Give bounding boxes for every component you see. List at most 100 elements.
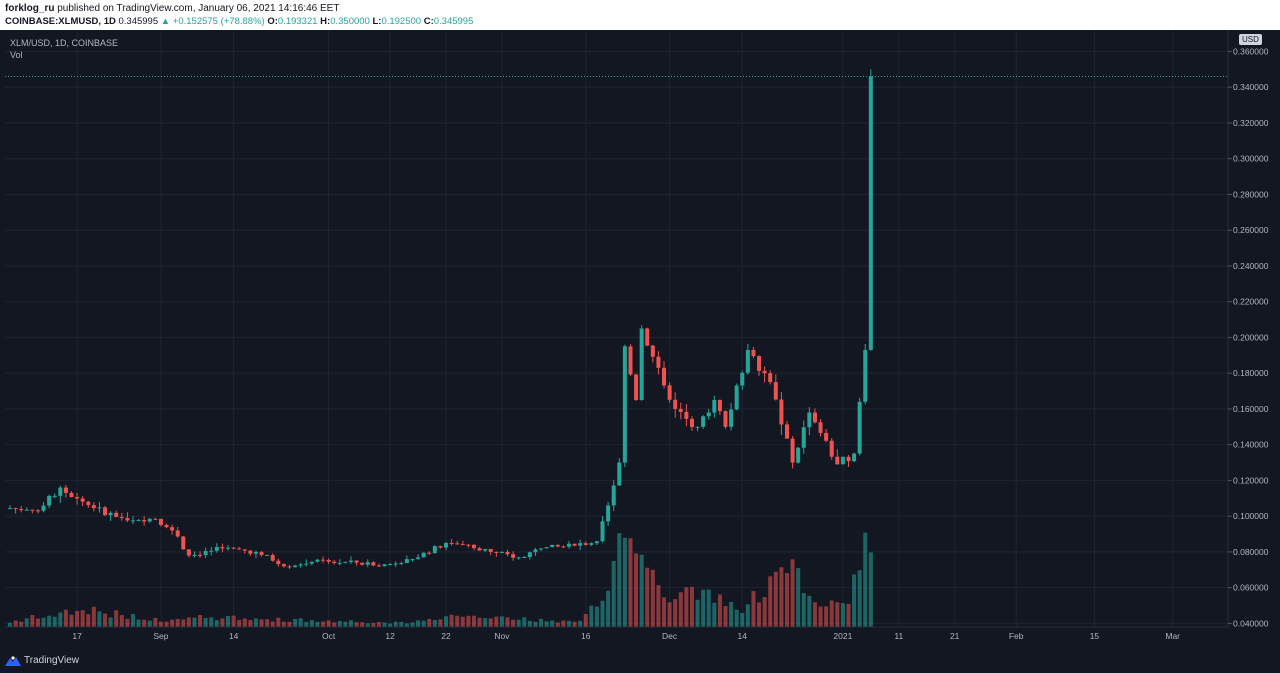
candle-body [181,536,186,550]
volume-bar [645,567,650,627]
candle-body [198,554,203,556]
candle-body [684,411,689,419]
volume-bar [483,618,488,627]
candle-body [600,521,605,542]
candle-body [281,564,286,567]
candle-body [399,563,404,565]
volume-bar [326,620,331,627]
candle-body [852,453,857,462]
volume-bar [382,622,387,627]
price-tick-label: 0.160000 [1233,404,1269,414]
tradingview-logo-icon[interactable] [5,655,21,667]
volume-bar [494,616,499,627]
candle-body [701,416,706,427]
candle-body [483,549,488,551]
volume-bar [868,552,873,627]
tradingview-brand[interactable]: TradingView [24,655,80,666]
volume-bar [505,617,510,627]
volume-bar [75,610,80,627]
candle-body [365,562,370,565]
volume-bar [343,621,348,627]
volume-bar [86,614,91,627]
candle-body [382,564,387,567]
time-tick-label: 21 [950,631,960,641]
volume-bar [287,621,292,627]
time-tick-label: 17 [72,631,82,641]
volume-bar [399,621,404,627]
candle-body [416,557,421,560]
candle-body [164,524,169,528]
volume-bar [471,615,476,627]
volume-bar [539,618,544,627]
volume-bar [371,622,376,627]
candle-body [639,328,644,400]
volume-bar [527,620,532,627]
time-tick-label: Feb [1009,631,1024,641]
candle-body [8,508,12,510]
volume-bar [209,617,214,627]
candle-body [35,510,40,512]
candle-body [226,547,231,549]
volume-bar [488,618,493,627]
candle-body [253,551,258,554]
candlestick-chart[interactable]: 0.040000 0.060000 0.080000 0.100000 0.120000… [0,30,1280,647]
volume-bar [852,574,857,627]
volume-legend[interactable]: Vol [10,50,23,60]
volume-bar [684,587,689,627]
author-name[interactable]: forklog_ru [5,3,55,14]
volume-bar [404,623,409,627]
candle-body [550,544,555,548]
volume-bar [360,622,365,627]
volume-bar [63,609,68,627]
currency-badge[interactable]: USD [1239,34,1262,45]
volume-bar [337,621,342,627]
volume-bar [175,618,180,627]
volume-bar [265,619,270,627]
candle-body [75,496,80,499]
candle-body [209,550,214,552]
candle-body [237,548,242,550]
volume-bar [757,602,762,627]
candle-body [533,549,538,553]
volume-bar [432,619,437,627]
time-tick-label: 14 [229,631,239,641]
candle-body [130,520,135,522]
volume-bar [253,618,258,627]
candle-body [186,549,191,556]
candle-body [594,541,599,544]
candle-body [63,487,68,493]
volume-bar [790,559,795,627]
candle-body [192,554,197,556]
volume-bar [388,623,393,627]
candle-body [220,547,225,549]
volume-bar [220,618,225,627]
volume-bar [840,603,845,627]
candle-body [779,399,784,425]
candle-body [427,552,432,554]
candle-body [757,356,762,371]
volume-bar [192,617,197,627]
volume-bar [734,609,739,627]
volume-bar [768,576,773,627]
candle-body [52,495,57,497]
volume-bar [801,593,806,627]
candle-body [332,561,337,563]
volume-bar [170,619,175,627]
volume-bar [857,570,862,627]
price-tick-label: 0.280000 [1233,189,1269,199]
volume-bar [136,619,141,627]
price-tick-label: 0.360000 [1233,46,1269,56]
candle-body [617,462,622,486]
candle-body [203,551,208,556]
volume-bar [807,595,812,627]
symbol-legend[interactable]: XLM/USD, 1D, COINBASE [10,38,119,48]
candle-body [740,372,745,386]
volume-bar [522,617,527,627]
close-value: 0.345995 [433,16,474,27]
candle-body [410,559,415,561]
chart-area[interactable]: 0.040000 0.060000 0.080000 0.100000 0.120000… [0,30,1280,647]
candle-body [231,547,236,549]
low-value: 0.192500 [381,16,422,27]
volume-bar [477,617,482,627]
volume-bar [41,617,46,627]
